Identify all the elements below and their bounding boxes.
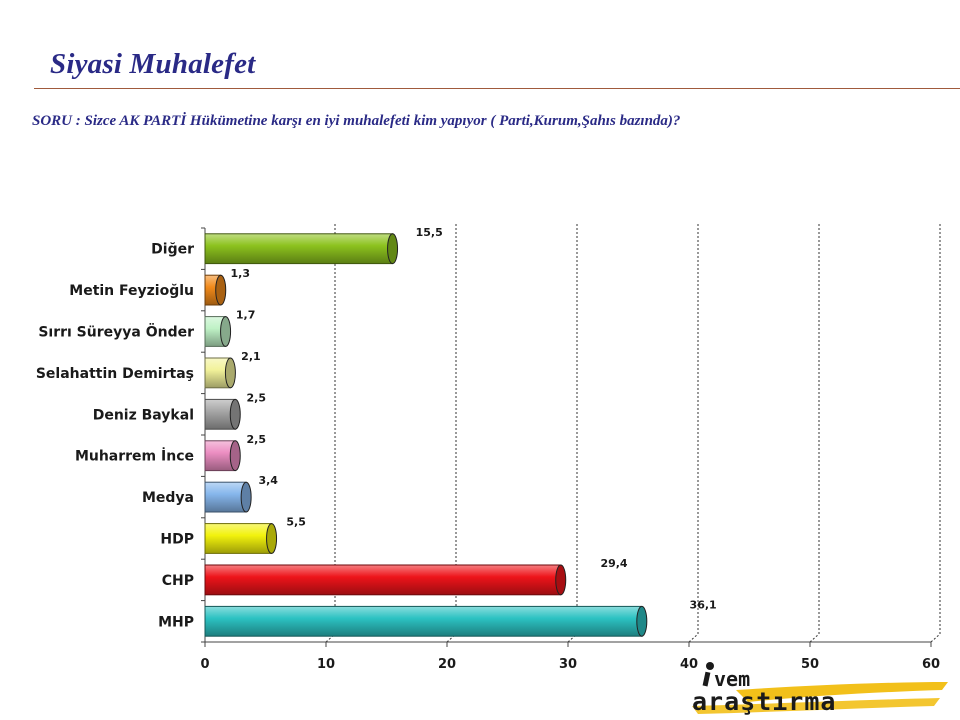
value-tick-label: 0 xyxy=(200,657,209,672)
bar-0 xyxy=(204,233,394,265)
logo-brush-stroke-lower xyxy=(692,698,940,714)
bar-7 xyxy=(204,523,273,554)
bar-cap-9 xyxy=(636,605,648,637)
value-tick-label: 10 xyxy=(317,657,335,672)
category-label: CHP xyxy=(162,573,194,589)
gridline-foot xyxy=(809,633,820,643)
title-divider xyxy=(34,88,960,89)
survey-question: SORU : Sizce AK PARTİ Hükümetine karşı e… xyxy=(32,113,681,129)
value-tick-label: 40 xyxy=(680,657,698,672)
category-label: Metin Feyzioğlu xyxy=(69,283,194,299)
category-label: HDP xyxy=(160,532,194,548)
chart-labels: Diğer 15,5 Metin Feyzioğlu 1,3 Sırrı Süreyya… xyxy=(36,226,717,631)
chart-axes: 0 10 20 30 40 50 60 xyxy=(200,227,940,672)
category-label: MHP xyxy=(158,614,194,630)
data-label: 2,5 xyxy=(247,391,267,404)
category-label: Deniz Baykal xyxy=(93,407,194,423)
bar-cap-5 xyxy=(229,440,241,472)
gridline-foot xyxy=(930,633,941,643)
bar-cap-3 xyxy=(224,357,236,389)
logo-wordmark-top: vem xyxy=(714,667,750,691)
value-tick-label: 50 xyxy=(801,657,819,672)
bar-cap-6 xyxy=(240,481,252,513)
gridline-foot xyxy=(688,633,699,643)
value-tick-label: 20 xyxy=(438,657,456,672)
value-tick-label: 60 xyxy=(922,657,940,672)
category-label: Sırrı Süreyya Önder xyxy=(38,323,194,341)
bar-cap-2 xyxy=(220,316,232,347)
category-label: Diğer xyxy=(151,242,194,258)
category-label: Muharrem İnce xyxy=(75,448,194,465)
data-label: 36,1 xyxy=(690,598,717,611)
data-label: 2,1 xyxy=(241,350,261,363)
category-label: Selahattin Demirtaş xyxy=(36,366,194,382)
bar-8 xyxy=(204,564,562,596)
data-label: 15,5 xyxy=(416,226,443,239)
logo-wordmark-bottom: araştırma xyxy=(692,687,836,716)
value-tick-label: 30 xyxy=(559,657,577,672)
data-label: 1,7 xyxy=(236,309,256,322)
data-label: 2,5 xyxy=(247,433,267,446)
slide-title: Siyasi Muhalefet xyxy=(50,48,256,80)
bar-cap-4 xyxy=(229,398,241,430)
logo-i-stem xyxy=(702,671,711,687)
bar-cap-7 xyxy=(266,523,278,554)
bar-cap-1 xyxy=(215,274,227,306)
data-label: 5,5 xyxy=(286,516,306,529)
bar-4 xyxy=(204,398,236,430)
bar-9 xyxy=(204,605,643,637)
data-label: 1,3 xyxy=(231,267,251,280)
company-logo: vem araştırma xyxy=(692,662,948,716)
data-label: 3,4 xyxy=(258,474,278,487)
bar-cap-8 xyxy=(555,564,567,596)
bar-6 xyxy=(204,481,247,513)
chart-bars xyxy=(204,233,648,637)
bar-cap-0 xyxy=(387,233,399,265)
data-label: 29,4 xyxy=(600,557,627,570)
logo-brush-stroke xyxy=(736,682,948,702)
logo-i-dot xyxy=(706,662,714,670)
category-label: Medya xyxy=(142,490,194,506)
